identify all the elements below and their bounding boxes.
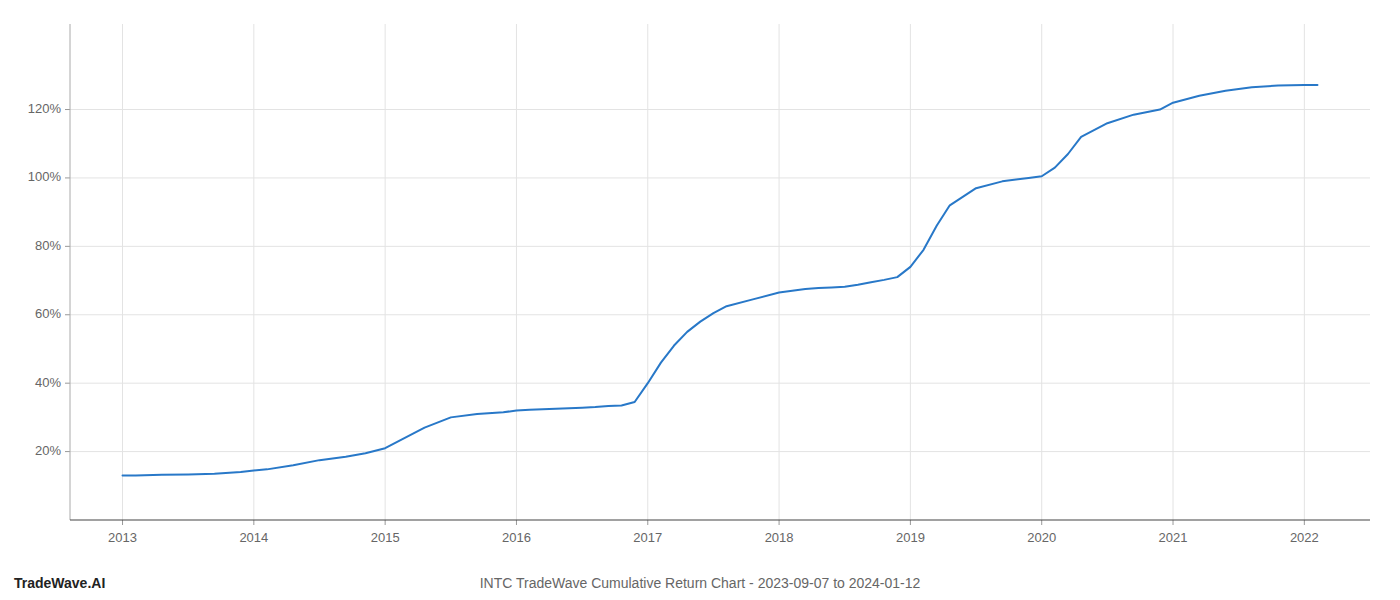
y-tick-label: 80% xyxy=(35,238,61,253)
grid-line xyxy=(122,24,123,520)
grid-line xyxy=(253,24,254,520)
grid-line xyxy=(779,24,780,520)
grid-line xyxy=(70,314,1370,315)
y-tick-label: 120% xyxy=(28,101,62,116)
background xyxy=(0,0,1400,600)
x-tick-label: 2017 xyxy=(633,530,662,545)
tick-mark xyxy=(65,109,70,110)
y-tick-label: 100% xyxy=(28,169,62,184)
grid-line xyxy=(70,451,1370,452)
title: INTC TradeWave Cumulative Return Chart -… xyxy=(480,575,921,591)
x-tick-label: 2016 xyxy=(502,530,531,545)
tick-mark xyxy=(1304,520,1305,525)
tick-mark xyxy=(779,520,780,525)
x-tick-label: 2019 xyxy=(896,530,925,545)
watermark: TradeWave.AI xyxy=(14,575,105,591)
tick-mark xyxy=(1041,520,1042,525)
plot-area xyxy=(123,85,1318,476)
x-tick-label: 2013 xyxy=(108,530,137,545)
grid xyxy=(70,24,1370,520)
x-tick-label: 2018 xyxy=(765,530,794,545)
line xyxy=(123,85,1318,476)
page: {"chart_data": { "type": "line", "title"… xyxy=(0,0,1400,600)
x-tick-label: 2022 xyxy=(1290,530,1319,545)
y-tick-label: 40% xyxy=(35,375,61,390)
tick-mark xyxy=(385,520,386,525)
tick-mark xyxy=(65,314,70,315)
x-tick-label: 2020 xyxy=(1027,530,1056,545)
grid-line xyxy=(70,383,1370,384)
tick-mark xyxy=(65,451,70,452)
tick-mark xyxy=(65,383,70,384)
x-tick-label: 2015 xyxy=(371,530,400,545)
tick-mark xyxy=(65,177,70,178)
y-axis-line xyxy=(70,24,71,520)
x-tick-label: 2021 xyxy=(1159,530,1188,545)
tick-mark xyxy=(1173,520,1174,525)
tick-mark xyxy=(516,520,517,525)
tick-mark xyxy=(253,520,254,525)
grid-line xyxy=(516,24,517,520)
grid-line xyxy=(1173,24,1174,520)
chart: 20% 40% 60% 80% 100% 120% 2013 2014 2015 2016 2017… xyxy=(0,0,1400,600)
grid-line xyxy=(70,246,1370,247)
grid-line xyxy=(1041,24,1042,520)
tick-mark xyxy=(647,520,648,525)
grid-line xyxy=(70,177,1370,178)
x-tick-label: 2014 xyxy=(239,530,268,545)
x-axis-line xyxy=(70,519,1370,520)
y-tick-label: 60% xyxy=(35,306,61,321)
axes: 20% 40% 60% 80% 100% 120% 2013 2014 2015 2016 2017… xyxy=(28,24,1370,545)
grid-line xyxy=(910,24,911,520)
y-tick-label: 20% xyxy=(35,443,61,458)
grid-line xyxy=(1304,24,1305,520)
tick-mark xyxy=(122,520,123,525)
grid-line xyxy=(647,24,648,520)
grid-line xyxy=(385,24,386,520)
tick-mark xyxy=(910,520,911,525)
tick-mark xyxy=(65,246,70,247)
grid-line xyxy=(70,109,1370,110)
